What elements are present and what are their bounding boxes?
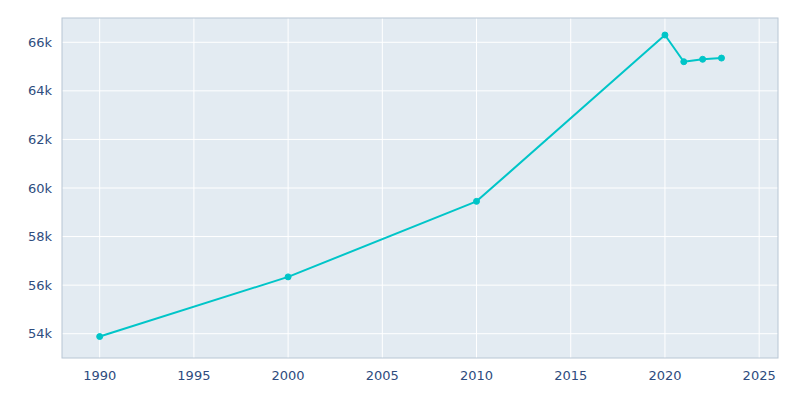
line bbox=[100, 35, 722, 337]
x-tick-label: 2010 bbox=[460, 368, 493, 383]
chart-svg: 1990 1995 2000 2005 2010 2015 2020 2025 54k 56k 58… bbox=[0, 0, 800, 400]
data-layer bbox=[97, 32, 725, 340]
x-tick-label: 2020 bbox=[648, 368, 681, 383]
point-marker bbox=[662, 32, 668, 38]
y-tick-label: 64k bbox=[28, 83, 53, 98]
y-grid-line bbox=[62, 90, 778, 91]
point-marker bbox=[285, 274, 291, 280]
x-tick-label: 2025 bbox=[743, 368, 776, 383]
point-marker bbox=[718, 55, 724, 61]
point-marker bbox=[681, 59, 687, 65]
y-grid-line bbox=[62, 285, 778, 286]
grid bbox=[62, 18, 778, 358]
tick-labels: 1990 1995 2000 2005 2010 2015 2020 2025 54k 56k 58… bbox=[28, 35, 776, 383]
y-tick-label: 58k bbox=[28, 229, 53, 244]
point-marker bbox=[474, 198, 480, 204]
x-tick-label: 2005 bbox=[366, 368, 399, 383]
y-grid-line bbox=[62, 139, 778, 140]
y-grid-line bbox=[62, 333, 778, 334]
y-tick-label: 66k bbox=[28, 35, 53, 50]
point-marker bbox=[97, 334, 103, 340]
x-tick-label: 2015 bbox=[554, 368, 587, 383]
y-tick-label: 60k bbox=[28, 181, 53, 196]
y-tick-label: 62k bbox=[28, 132, 53, 147]
point-marker bbox=[700, 56, 706, 62]
plot-frame bbox=[62, 18, 778, 358]
y-tick-label: 56k bbox=[28, 278, 53, 293]
plot-background bbox=[62, 18, 778, 358]
chart-container: 1990 1995 2000 2005 2010 2015 2020 2025 54k 56k 58… bbox=[0, 0, 800, 400]
x-tick-label: 1990 bbox=[83, 368, 116, 383]
y-grid-line bbox=[62, 188, 778, 189]
x-tick-label: 2000 bbox=[272, 368, 305, 383]
x-tick-label: 1995 bbox=[177, 368, 210, 383]
y-grid-line bbox=[62, 236, 778, 237]
y-tick-label: 54k bbox=[28, 326, 53, 341]
